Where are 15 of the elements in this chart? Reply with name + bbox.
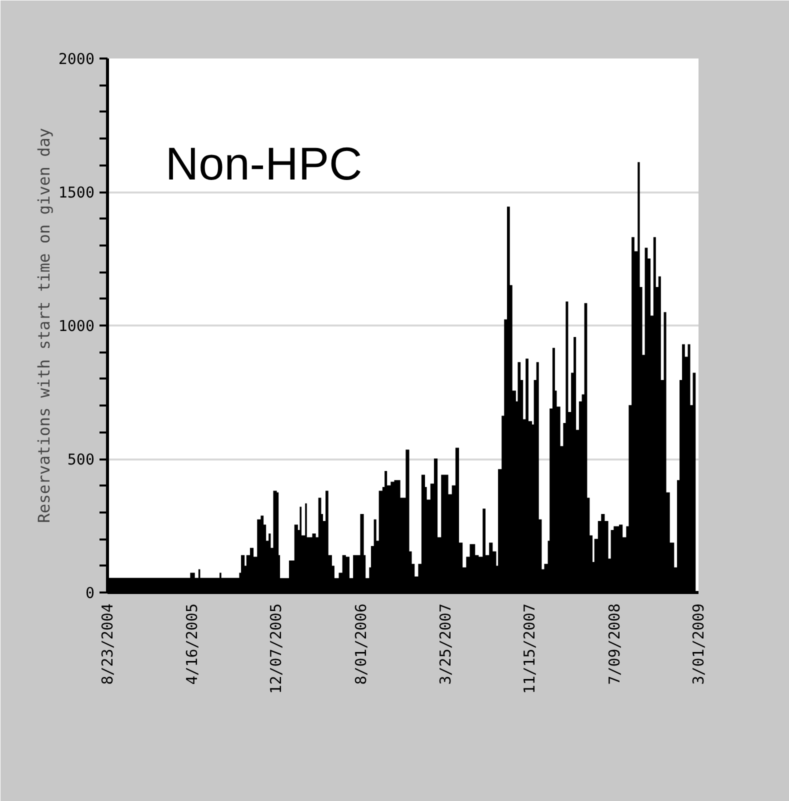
x-tick-label: 11/15/2007 (520, 603, 539, 694)
x-tick-label: 3/25/2007 (436, 603, 454, 685)
y-tick-label: 0 (85, 584, 94, 602)
y-tick-label: 1000 (58, 317, 94, 335)
y-axis-title: Reservations with start time on given day (34, 128, 54, 523)
x-tick-label: 4/16/2005 (182, 603, 201, 685)
y-tick-label: 1500 (58, 184, 94, 202)
x-tick-label: 8/23/2004 (98, 603, 116, 685)
text: Non-HPC (165, 137, 362, 190)
x-tick-label: 8/01/2006 (352, 603, 370, 685)
y-tick-label: 500 (67, 450, 94, 468)
x-tick-label: 3/01/2009 (690, 603, 708, 685)
y-tick-label: 2000 (58, 50, 94, 68)
x-tick-label: 12/07/2005 (267, 603, 286, 694)
x-tick-label: 7/09/2008 (605, 603, 624, 685)
